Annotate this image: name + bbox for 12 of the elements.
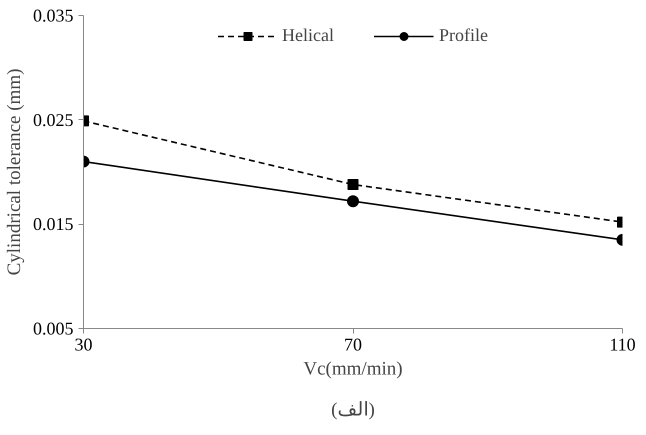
x-axis-title: Vc(mm/min) [303, 358, 403, 380]
legend-label: Helical [282, 25, 334, 46]
x-tick-label: 30 [74, 334, 92, 354]
y-tick-label: 0.025 [33, 110, 74, 130]
legend-label: Profile [438, 25, 488, 46]
y-axis-title: Cylindrical tolerance (mm) [4, 68, 25, 276]
y-tick-label: 0.005 [33, 318, 74, 338]
x-tick-label: 70 [344, 334, 362, 354]
y-tick-label: 0.015 [33, 214, 74, 234]
x-tick-label: 110 [609, 334, 636, 354]
text: (الف) [331, 400, 375, 420]
y-tick-label: 0.035 [33, 6, 74, 26]
